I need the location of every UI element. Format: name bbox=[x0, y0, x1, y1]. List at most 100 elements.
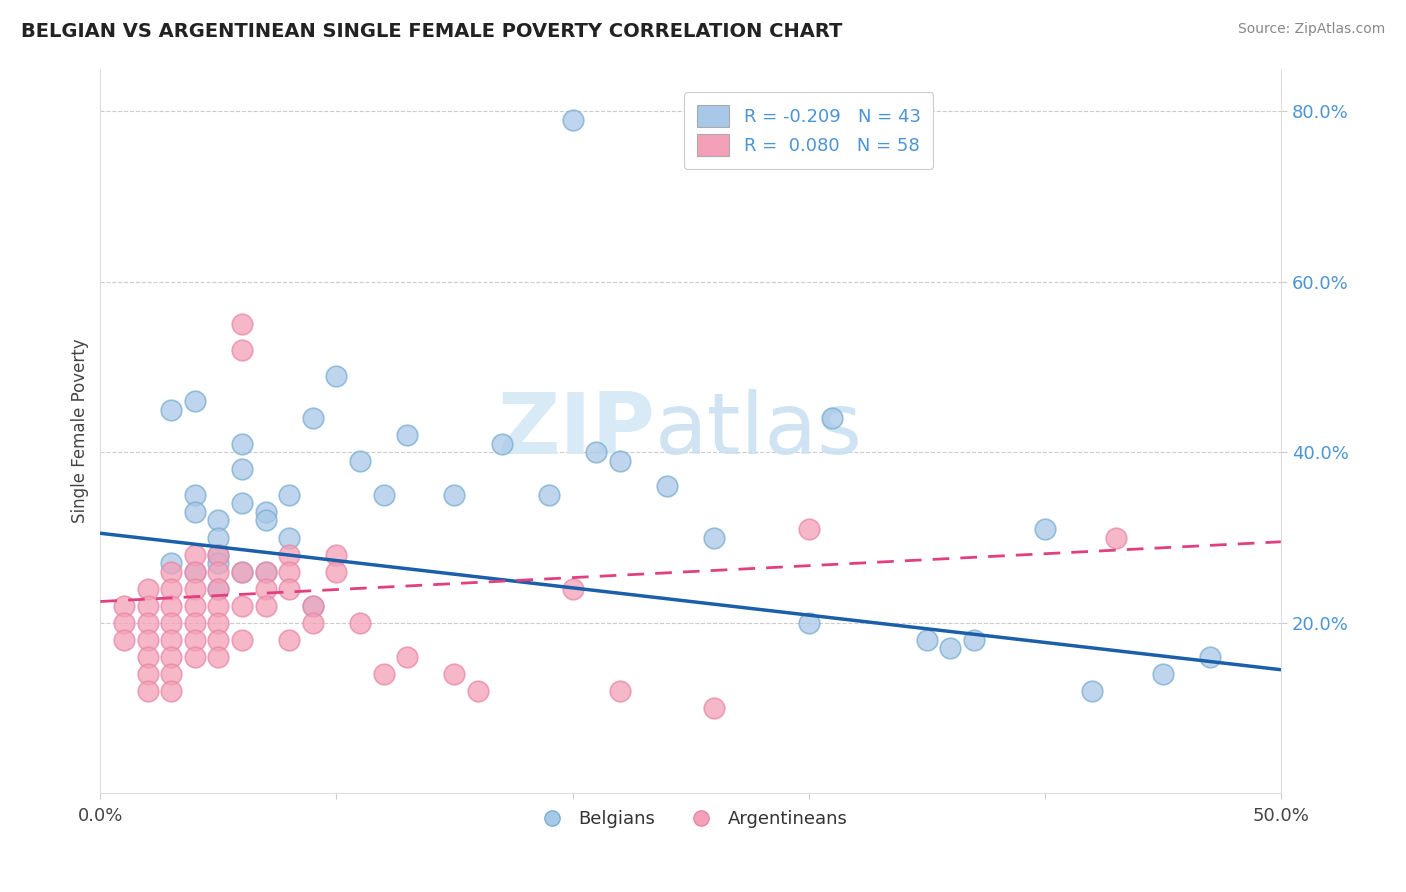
Point bbox=[184, 632, 207, 647]
Point bbox=[325, 565, 347, 579]
Point bbox=[160, 556, 183, 570]
Point bbox=[703, 701, 725, 715]
Point bbox=[207, 582, 229, 596]
Point bbox=[207, 556, 229, 570]
Point bbox=[207, 582, 229, 596]
Point bbox=[112, 599, 135, 613]
Legend: Belgians, Argentineans: Belgians, Argentineans bbox=[526, 803, 855, 835]
Point bbox=[278, 565, 301, 579]
Point bbox=[797, 615, 820, 630]
Point bbox=[207, 531, 229, 545]
Point bbox=[561, 112, 583, 127]
Point bbox=[254, 599, 277, 613]
Point bbox=[160, 402, 183, 417]
Point bbox=[278, 488, 301, 502]
Point bbox=[136, 632, 159, 647]
Point bbox=[184, 488, 207, 502]
Y-axis label: Single Female Poverty: Single Female Poverty bbox=[72, 339, 89, 524]
Point bbox=[1199, 649, 1222, 664]
Point bbox=[231, 318, 253, 332]
Point bbox=[231, 565, 253, 579]
Text: ZIP: ZIP bbox=[498, 390, 655, 473]
Point bbox=[231, 565, 253, 579]
Point bbox=[278, 531, 301, 545]
Point bbox=[278, 548, 301, 562]
Point bbox=[396, 649, 419, 664]
Point bbox=[231, 496, 253, 510]
Point bbox=[184, 582, 207, 596]
Point bbox=[302, 615, 325, 630]
Point bbox=[821, 411, 844, 425]
Point bbox=[160, 615, 183, 630]
Point bbox=[160, 649, 183, 664]
Point bbox=[467, 684, 489, 698]
Point bbox=[585, 445, 607, 459]
Point bbox=[278, 632, 301, 647]
Point bbox=[184, 565, 207, 579]
Point bbox=[207, 632, 229, 647]
Point bbox=[136, 582, 159, 596]
Point bbox=[349, 454, 371, 468]
Text: atlas: atlas bbox=[655, 390, 863, 473]
Point bbox=[231, 599, 253, 613]
Point bbox=[207, 548, 229, 562]
Point bbox=[561, 582, 583, 596]
Point bbox=[112, 632, 135, 647]
Point bbox=[939, 641, 962, 656]
Point bbox=[112, 615, 135, 630]
Point bbox=[136, 649, 159, 664]
Point bbox=[207, 548, 229, 562]
Point bbox=[136, 684, 159, 698]
Point bbox=[136, 615, 159, 630]
Point bbox=[302, 599, 325, 613]
Point bbox=[207, 649, 229, 664]
Point bbox=[160, 684, 183, 698]
Point bbox=[254, 513, 277, 527]
Point bbox=[1033, 522, 1056, 536]
Point bbox=[184, 599, 207, 613]
Point bbox=[254, 505, 277, 519]
Point bbox=[207, 615, 229, 630]
Point bbox=[231, 343, 253, 357]
Point bbox=[278, 582, 301, 596]
Point bbox=[231, 436, 253, 450]
Point bbox=[703, 531, 725, 545]
Point bbox=[160, 599, 183, 613]
Point bbox=[325, 548, 347, 562]
Point bbox=[184, 548, 207, 562]
Point bbox=[231, 462, 253, 476]
Point bbox=[373, 667, 395, 681]
Point bbox=[537, 488, 560, 502]
Point bbox=[349, 615, 371, 630]
Point bbox=[254, 582, 277, 596]
Point bbox=[963, 632, 986, 647]
Point bbox=[160, 632, 183, 647]
Point bbox=[207, 513, 229, 527]
Point bbox=[184, 505, 207, 519]
Point bbox=[231, 632, 253, 647]
Point bbox=[184, 394, 207, 409]
Text: Source: ZipAtlas.com: Source: ZipAtlas.com bbox=[1237, 22, 1385, 37]
Point bbox=[184, 565, 207, 579]
Point bbox=[207, 599, 229, 613]
Point bbox=[184, 649, 207, 664]
Point bbox=[443, 488, 465, 502]
Point bbox=[325, 368, 347, 383]
Point bbox=[1152, 667, 1174, 681]
Point bbox=[609, 454, 631, 468]
Point bbox=[160, 565, 183, 579]
Point bbox=[1081, 684, 1104, 698]
Point bbox=[443, 667, 465, 681]
Point bbox=[207, 565, 229, 579]
Point bbox=[609, 684, 631, 698]
Point bbox=[160, 667, 183, 681]
Point bbox=[396, 428, 419, 442]
Point bbox=[302, 599, 325, 613]
Point bbox=[1104, 531, 1126, 545]
Point bbox=[373, 488, 395, 502]
Point bbox=[184, 615, 207, 630]
Point bbox=[136, 599, 159, 613]
Point bbox=[160, 582, 183, 596]
Point bbox=[915, 632, 938, 647]
Point bbox=[655, 479, 678, 493]
